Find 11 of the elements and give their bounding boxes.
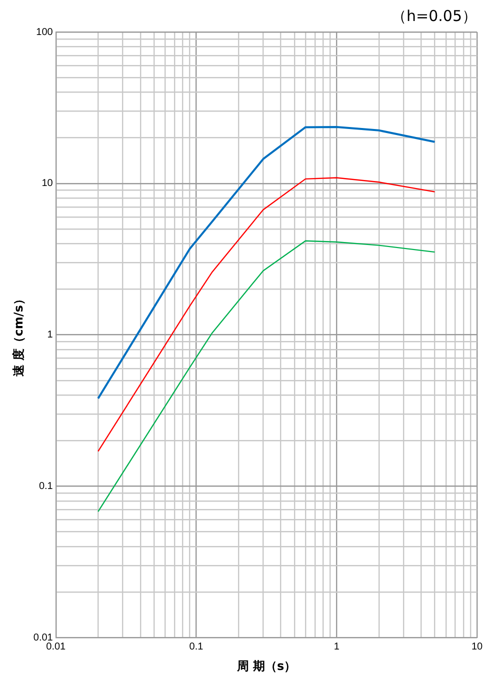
y-tick-label: 1 xyxy=(47,330,54,341)
y-axis-title: 速 度（cm/s） xyxy=(11,293,26,378)
y-tick-label: 10 xyxy=(42,178,54,190)
x-tick-label: 10 xyxy=(471,641,483,652)
y-tick-label: 0.01 xyxy=(33,632,54,644)
chart-title: （h=0.05） xyxy=(392,6,477,25)
y-tick-label: 100 xyxy=(36,26,54,38)
y-tick-label: 0.1 xyxy=(38,480,54,492)
x-axis-title: 周 期（s） xyxy=(236,658,296,673)
x-tick-label: 1 xyxy=(334,641,340,652)
x-tick-label: 0.1 xyxy=(189,641,204,652)
